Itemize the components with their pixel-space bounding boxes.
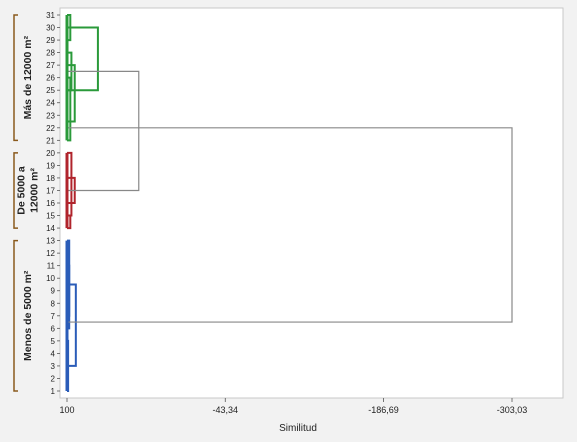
- group-label-line: Más de 12000 m²: [22, 35, 34, 119]
- y-tick-label-5: 5: [51, 337, 56, 346]
- y-tick-label-27: 27: [46, 61, 55, 70]
- group-brackets: Más de 12000 m² De 5000 a12000 m² Menos de…: [13, 14, 41, 392]
- y-tick-label-3: 3: [51, 362, 56, 371]
- y-tick-label-25: 25: [46, 86, 55, 95]
- merge-link-14: [67, 127, 513, 323]
- y-tick-label-29: 29: [46, 36, 55, 45]
- x-tick-label-1: 100: [59, 405, 74, 415]
- group-label-line: Menos de 5000 m²: [22, 270, 34, 361]
- y-tick-label-28: 28: [46, 49, 55, 58]
- y-tick-label-16: 16: [46, 199, 55, 208]
- y-tick-label-2: 2: [51, 374, 56, 383]
- x-axis-ticks: 100 -43,34 -186,69 -303,03: [59, 398, 527, 415]
- group-label-1: Más de 12000 m²: [22, 35, 34, 119]
- y-tick-label-8: 8: [51, 299, 56, 308]
- group-label-3: Menos de 5000 m²: [22, 270, 34, 361]
- y-tick-label-1: 1: [51, 387, 56, 396]
- y-tick-label-19: 19: [46, 161, 55, 170]
- plot-area: [59, 7, 564, 399]
- y-tick-label-23: 23: [46, 111, 55, 120]
- y-tick-label-21: 21: [46, 136, 55, 145]
- y-tick-label-11: 11: [47, 262, 56, 271]
- group-bracket-3: [13, 239, 18, 392]
- x-tick-label-2: -43,34: [213, 405, 239, 415]
- group-bracket-1: [13, 14, 18, 142]
- y-tick-label-17: 17: [46, 186, 55, 195]
- y-tick-label-6: 6: [51, 324, 56, 333]
- x-tick-label-4: -303,03: [497, 405, 528, 415]
- y-tick-label-26: 26: [46, 74, 55, 83]
- y-tick-label-12: 12: [46, 249, 55, 258]
- y-tick-label-20: 20: [46, 149, 55, 158]
- y-tick-label-18: 18: [46, 174, 55, 183]
- group-label-line: De 5000 a: [16, 166, 28, 215]
- merge-link-8: [67, 76, 72, 142]
- group-label-2: De 5000 a12000 m²: [16, 166, 41, 215]
- y-tick-label-13: 13: [46, 237, 55, 246]
- group-label-line: 12000 m²: [29, 167, 41, 212]
- y-tick-label-15: 15: [46, 212, 55, 221]
- y-tick-label-24: 24: [46, 99, 55, 108]
- y-tick-label-4: 4: [51, 349, 56, 358]
- merge-link-4: [67, 283, 77, 367]
- y-tick-label-9: 9: [51, 287, 56, 296]
- merge-link-13: [67, 70, 140, 192]
- merge-link-12: [67, 26, 99, 92]
- y-tick-label-14: 14: [46, 224, 55, 233]
- group-bracket-2: [13, 152, 18, 229]
- x-axis-title: Similitud: [279, 423, 317, 434]
- y-tick-label-22: 22: [46, 124, 55, 133]
- dendrogram-links: [67, 14, 513, 392]
- x-tick-label-3: -186,69: [368, 405, 399, 415]
- merge-link-6: [67, 151, 73, 217]
- y-tick-label-10: 10: [46, 274, 55, 283]
- leaf-labels: 1234567891011121314151617181920212223242…: [46, 11, 60, 396]
- y-tick-label-30: 30: [46, 24, 55, 33]
- y-tick-label-31: 31: [46, 11, 55, 20]
- y-tick-label-7: 7: [51, 312, 56, 321]
